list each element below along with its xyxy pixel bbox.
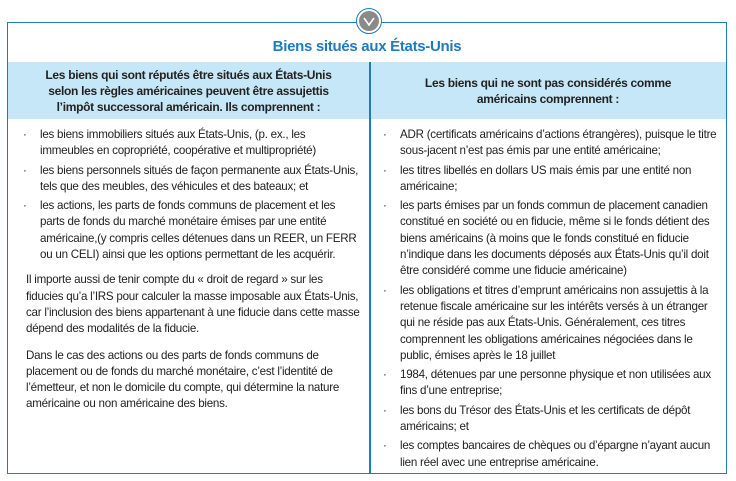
left-column-header: Les biens qui sont réputés être situés a…: [8, 62, 369, 119]
chevron-down-icon: [356, 8, 382, 34]
bullet-icon: ·: [23, 199, 27, 213]
bullet-icon: ·: [383, 199, 387, 213]
us-property-table: Biens situés aux États-Unis Les biens qu…: [7, 22, 727, 474]
right-column-header: Les biens qui ne sont pas considérés com…: [370, 62, 726, 119]
left-column: · les biens immobiliers situés aux États-…: [22, 127, 362, 423]
list-item: · ADR (certificats américains d’actions é…: [383, 128, 717, 158]
list-item: · les obligations et titres d’emprunt amé…: [383, 283, 709, 362]
bullet-icon: ·: [383, 403, 387, 417]
right-column: · ADR (certificats américains d’actions é…: [382, 127, 718, 480]
bullet-icon: ·: [383, 128, 387, 141]
list-item: · 1984, détenues par une personne physiqu…: [383, 368, 711, 398]
list-item: · les biens personnels situés de façon pe…: [23, 163, 359, 193]
bullet-icon: ·: [383, 368, 387, 382]
bullet-icon: ·: [383, 283, 387, 297]
list-item: · les biens immobiliers situés aux États-…: [23, 128, 316, 158]
paragraph: Dans le cas des actions ou des parts de …: [26, 348, 340, 411]
bullet-icon: ·: [383, 439, 387, 453]
list-item: · les titres libellés en dollars US mais …: [383, 163, 692, 193]
list-item: · les comptes bancaires de chèques ou d’é…: [383, 439, 711, 469]
list-item: · les parts émises par un fonds commun de…: [383, 199, 710, 278]
bullet-icon: ·: [23, 128, 27, 141]
left-list: · les biens immobiliers situés aux États-…: [22, 127, 362, 263]
right-list: · ADR (certificats américains d’actions é…: [382, 127, 718, 471]
list-item: · les actions, les parts de fonds communs…: [23, 199, 357, 262]
bullet-icon: ·: [23, 163, 27, 177]
table-title: Biens situés aux États-Unis: [272, 38, 462, 55]
list-item: · les bons du Trésor des États-Unis et le…: [383, 403, 691, 434]
column-divider: [369, 62, 371, 474]
paragraph: Il importe aussi de tenir compte du « dr…: [26, 273, 360, 336]
bullet-icon: ·: [383, 163, 387, 177]
